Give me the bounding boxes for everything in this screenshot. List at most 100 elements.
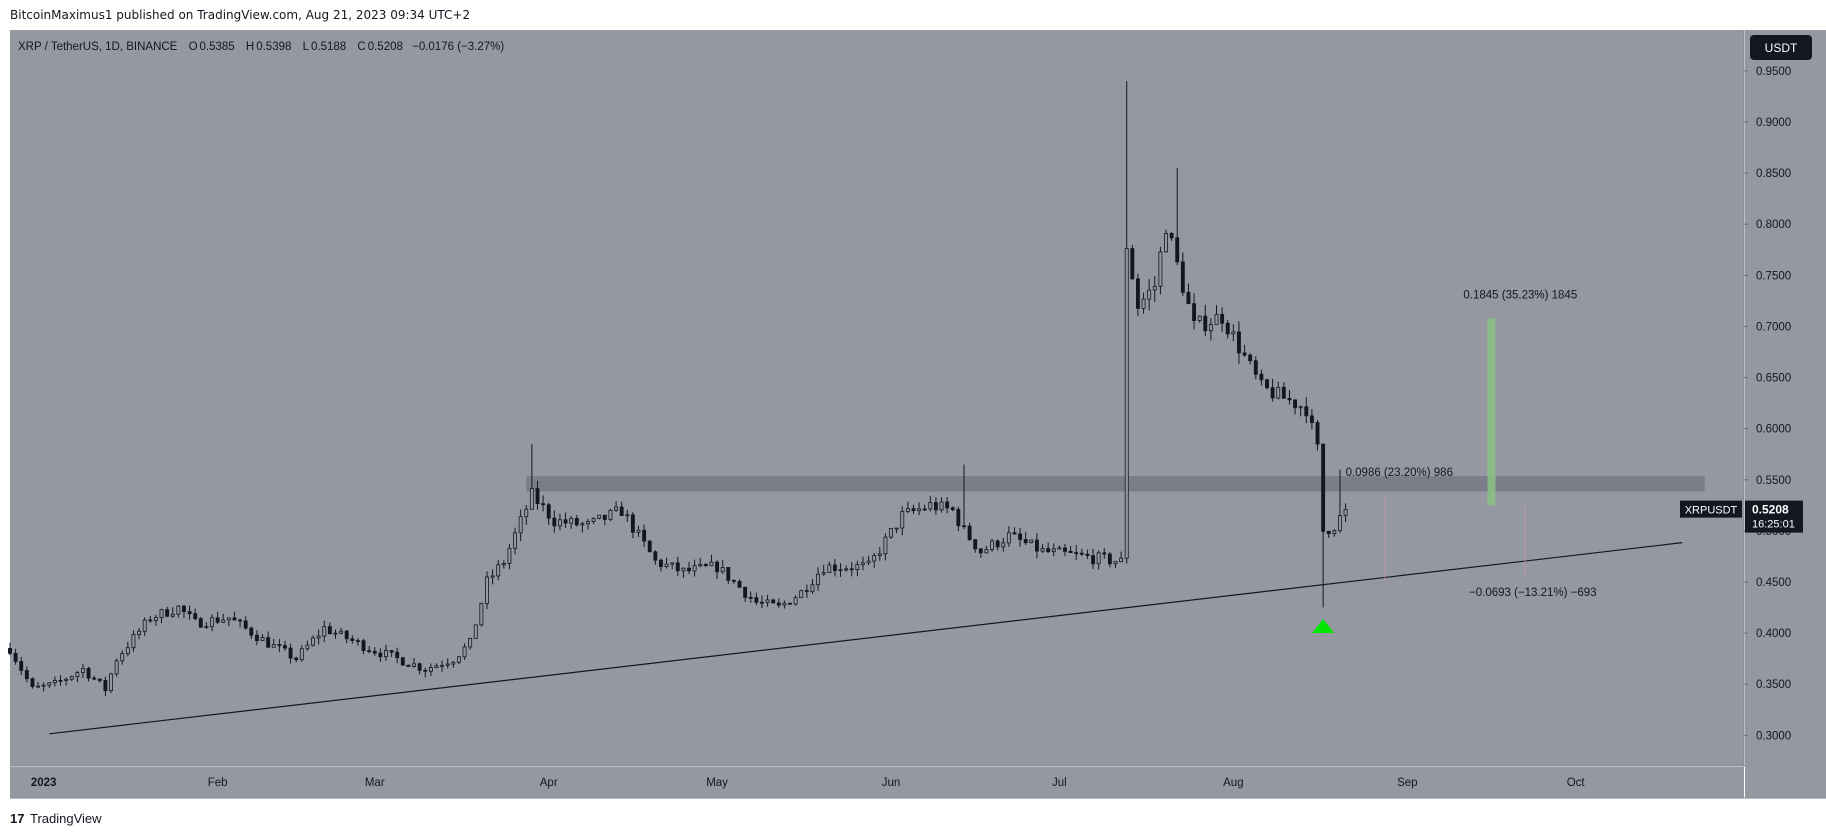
candle-body xyxy=(1293,399,1298,409)
candle-body xyxy=(8,648,12,654)
candle-body xyxy=(703,563,708,567)
candle-body xyxy=(1079,552,1084,555)
candle-body xyxy=(580,523,585,526)
candle-body xyxy=(855,564,860,571)
candle-body xyxy=(1063,547,1067,552)
candle-body xyxy=(832,564,837,571)
candle-body xyxy=(513,532,517,549)
candle-body xyxy=(1253,360,1258,375)
candle-body xyxy=(389,650,394,653)
candle-body xyxy=(299,648,304,661)
candle-body xyxy=(1158,251,1163,287)
candle-body xyxy=(664,563,669,568)
currency-badge[interactable]: USDT xyxy=(1750,35,1812,60)
candle-body xyxy=(41,684,46,687)
candle-body xyxy=(260,637,265,642)
candle-body xyxy=(866,560,871,564)
time-scale-labels: 2023 Feb Mar Apr May Jun Jul Aug Sep Oct xyxy=(31,777,1586,789)
candle-body xyxy=(187,611,192,615)
candle-body xyxy=(182,605,186,613)
candle-body xyxy=(400,657,405,666)
candle-body xyxy=(933,502,938,511)
candle-body xyxy=(1276,386,1281,399)
candle-body xyxy=(911,508,916,512)
candle-body xyxy=(698,563,703,567)
candle-body xyxy=(956,509,961,527)
candle-body xyxy=(748,596,753,599)
candle-body xyxy=(597,514,602,519)
candle-body xyxy=(844,568,849,571)
candle-body xyxy=(1164,233,1168,253)
candle-body xyxy=(614,506,619,511)
time-axis[interactable] xyxy=(10,767,1744,798)
candle-body xyxy=(1001,542,1006,548)
candle-body xyxy=(238,619,243,622)
candle-body xyxy=(535,488,540,505)
symbol-name: XRP / TetherUS, 1D, BINANCE xyxy=(18,41,178,53)
candle-body xyxy=(889,527,893,538)
candle-body xyxy=(900,511,905,529)
candle-body xyxy=(479,603,484,626)
time-tick-label: Sep xyxy=(1397,777,1417,789)
price-label-box xyxy=(1745,500,1803,533)
published-header: BitcoinMaximus1 published on TradingView… xyxy=(10,8,470,22)
candle-body xyxy=(395,651,400,659)
candle-body xyxy=(625,514,630,517)
candle-body xyxy=(883,536,888,555)
drawings-layer: 0.0986 (23.20%) 986 0.1845 (35.23%) 1845 −… xyxy=(49,289,1683,735)
candle-body xyxy=(423,669,428,672)
candle-body xyxy=(1197,315,1202,321)
candle-body xyxy=(760,601,764,604)
candle-body xyxy=(339,630,344,634)
candle-body xyxy=(1046,548,1051,553)
price-tick-label: 0.9500 xyxy=(1756,66,1791,78)
low-label: L xyxy=(303,41,310,53)
candle-body xyxy=(1102,552,1107,555)
candle-body xyxy=(361,640,366,652)
candle-body xyxy=(277,644,282,647)
candle-body xyxy=(709,561,714,567)
candle-body xyxy=(917,508,922,512)
time-tick-label: Oct xyxy=(1567,777,1586,789)
candle-body xyxy=(743,586,748,598)
candle-body xyxy=(243,620,248,629)
candle-body xyxy=(1012,532,1017,535)
candle-body xyxy=(30,678,35,687)
plot-area[interactable] xyxy=(10,30,1744,766)
candle-body xyxy=(659,559,663,568)
candle-body xyxy=(283,645,287,649)
candle-body xyxy=(496,564,501,577)
price-axis[interactable] xyxy=(1745,30,1826,798)
candle-body xyxy=(75,672,80,677)
candle-body xyxy=(47,682,52,686)
candle-body xyxy=(670,562,675,565)
high-value: 0.5398 xyxy=(256,41,291,53)
tradingview-logo[interactable]: 17 TradingView xyxy=(10,811,102,826)
candle-body xyxy=(294,657,299,661)
candle-body xyxy=(344,630,349,640)
candle-body xyxy=(311,637,315,646)
candle-body xyxy=(1180,261,1185,293)
candle-body xyxy=(692,565,697,572)
candle-body xyxy=(378,652,383,658)
candle-body xyxy=(372,650,377,654)
candle-body xyxy=(350,638,355,641)
candle-body xyxy=(861,562,865,565)
candle-body xyxy=(928,502,933,510)
candle-body xyxy=(1298,406,1303,409)
candle-body xyxy=(125,647,130,654)
change-value: −0.0176 (−3.27%) xyxy=(412,41,504,53)
price-tick-label: 0.9000 xyxy=(1756,117,1791,129)
candle-body xyxy=(838,569,843,572)
candle-body xyxy=(557,519,562,527)
candle-body xyxy=(726,566,731,581)
time-tick-label: Mar xyxy=(365,777,385,789)
candle-body xyxy=(120,653,125,662)
candle-body xyxy=(967,525,972,541)
candle-body xyxy=(507,547,512,564)
candle-body xyxy=(92,677,97,680)
candle-body xyxy=(1141,298,1146,309)
candle-body xyxy=(720,566,725,573)
candle-body xyxy=(24,670,29,680)
candle-body xyxy=(1214,314,1219,325)
